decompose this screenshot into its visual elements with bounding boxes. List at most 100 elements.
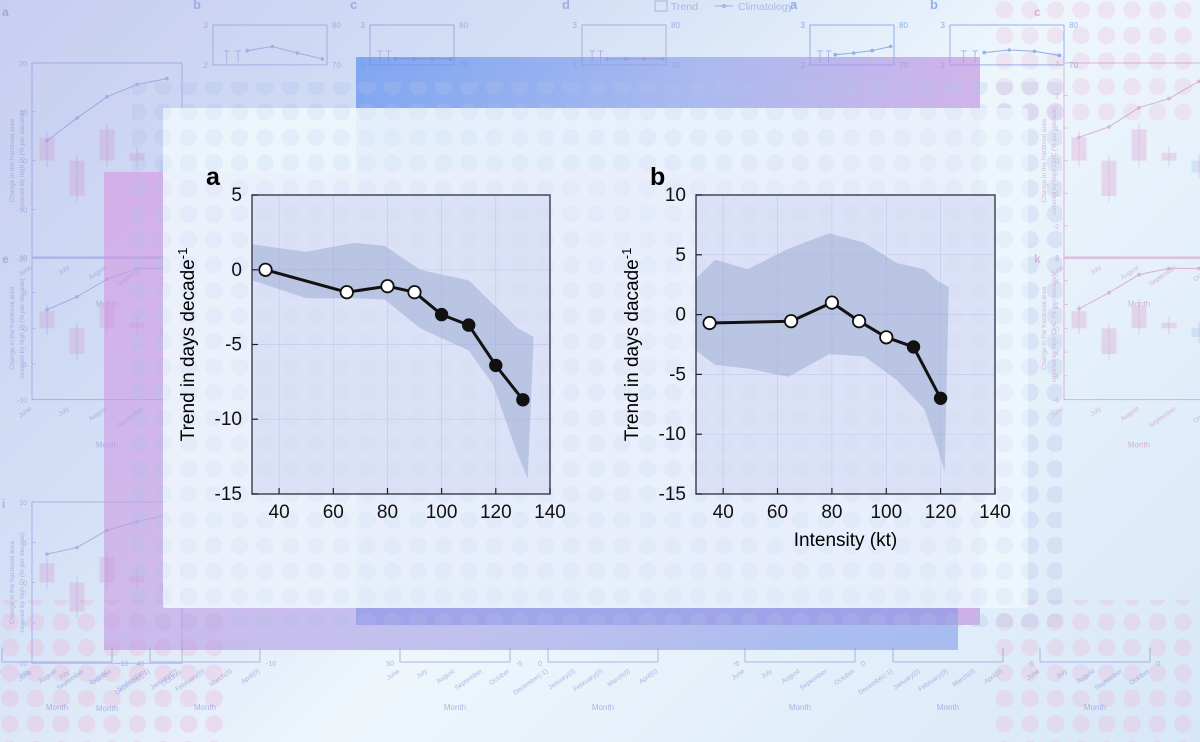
svg-text:i: i (2, 497, 5, 511)
svg-text:Change in the fractional area: Change in the fractional area (9, 119, 16, 203)
svg-text:August: August (1120, 264, 1141, 281)
svg-text:3: 3 (941, 21, 946, 30)
svg-text:covered by high PI (% per deca: covered by high PI (% per decade) (19, 111, 26, 211)
svg-text:August: August (1120, 405, 1141, 422)
svg-text:June: June (18, 405, 34, 419)
svg-text:0: 0 (231, 260, 242, 281)
svg-text:120: 120 (480, 502, 512, 523)
svg-text:70: 70 (1069, 61, 1078, 70)
svg-text:-10: -10 (215, 409, 242, 430)
svg-text:October: October (488, 667, 512, 686)
svg-text:40: 40 (136, 661, 144, 668)
svg-text:100: 100 (426, 502, 458, 523)
svg-text:-6: -6 (733, 661, 739, 668)
svg-text:Climatology: Climatology (738, 1, 794, 13)
svg-text:3: 3 (1055, 61, 1059, 68)
svg-text:0: 0 (861, 661, 865, 668)
svg-text:b: b (650, 163, 665, 191)
svg-text:80: 80 (671, 21, 680, 30)
svg-text:Change in the fractional area: Change in the fractional area (9, 286, 16, 370)
svg-text:September: September (454, 667, 485, 691)
svg-text:Change in the fractional area: Change in the fractional area (9, 540, 16, 624)
svg-text:September: September (799, 667, 830, 691)
svg-text:June: June (18, 264, 34, 278)
svg-text:-15: -15 (215, 484, 242, 505)
svg-text:e: e (2, 252, 9, 266)
svg-text:c: c (1034, 5, 1041, 19)
svg-text:August: August (781, 668, 802, 685)
svg-text:March(0): March(0) (951, 668, 976, 689)
svg-text:20: 20 (19, 61, 27, 68)
svg-text:10: 10 (665, 185, 686, 206)
svg-text:60: 60 (323, 502, 344, 523)
svg-text:-10: -10 (118, 661, 128, 668)
svg-text:April(0): April(0) (638, 668, 659, 686)
svg-text:40: 40 (269, 502, 290, 523)
svg-text:October: October (833, 667, 857, 686)
svg-text:Month: Month (194, 703, 216, 712)
svg-text:-10: -10 (266, 661, 276, 668)
svg-text:10: 10 (19, 255, 27, 262)
svg-text:August: August (436, 668, 457, 685)
svg-text:Month: Month (1084, 703, 1106, 712)
svg-text:70: 70 (332, 61, 341, 70)
svg-text:Month: Month (46, 703, 68, 712)
svg-text:Month: Month (1128, 441, 1150, 450)
svg-text:July: July (1089, 264, 1103, 277)
svg-text:3: 3 (801, 21, 806, 30)
svg-text:d: d (562, 0, 570, 12)
svg-text:0: 0 (675, 305, 686, 326)
svg-text:June: June (386, 668, 402, 682)
svg-text:Month: Month (789, 703, 811, 712)
svg-text:3: 3 (361, 21, 366, 30)
svg-text:80: 80 (332, 21, 341, 30)
svg-text:80: 80 (459, 21, 468, 30)
svg-text:c: c (350, 0, 357, 12)
svg-text:Trend: Trend (671, 1, 698, 13)
svg-text:April(0): April(0) (240, 668, 261, 686)
svg-text:Month: Month (96, 704, 118, 713)
svg-text:80: 80 (899, 21, 908, 30)
svg-text:February(0): February(0) (917, 668, 949, 693)
svg-text:b: b (930, 0, 938, 12)
svg-text:June: June (731, 668, 747, 682)
svg-text:5: 5 (675, 245, 686, 266)
svg-text:120: 120 (925, 502, 957, 523)
svg-text:-10: -10 (17, 398, 27, 405)
svg-text:Intensity (kt): Intensity (kt) (794, 530, 897, 551)
svg-text:September: September (1148, 264, 1179, 288)
svg-text:July: July (760, 667, 774, 680)
svg-text:October: October (1192, 405, 1200, 424)
svg-text:July: July (1089, 405, 1103, 418)
svg-text:5: 5 (231, 185, 242, 206)
svg-text:July: July (57, 264, 71, 277)
svg-text:-5: -5 (516, 661, 522, 668)
svg-text:-10: -10 (659, 424, 686, 445)
svg-text:-5: -5 (225, 335, 242, 356)
svg-text:-5: -5 (669, 364, 686, 385)
svg-text:a: a (790, 0, 798, 12)
svg-text:December(-1): December(-1) (857, 668, 894, 697)
svg-text:September: September (1148, 405, 1179, 429)
svg-text:3: 3 (204, 21, 209, 30)
svg-text:Trend in days decade-1: Trend in days decade-1 (175, 248, 199, 442)
svg-text:80: 80 (1069, 21, 1078, 30)
svg-text:80: 80 (377, 502, 398, 523)
svg-text:March(0): March(0) (606, 668, 631, 689)
svg-text:0: 0 (1156, 661, 1160, 668)
svg-text:July: July (415, 667, 429, 680)
svg-text:50: 50 (386, 661, 394, 668)
svg-text:140: 140 (534, 502, 566, 523)
svg-text:80: 80 (821, 502, 842, 523)
svg-text:140: 140 (979, 502, 1011, 523)
svg-text:60: 60 (767, 502, 788, 523)
svg-text:3: 3 (573, 21, 578, 30)
svg-text:covered by high PI (% per deca: covered by high PI (% per decade) (19, 278, 26, 378)
svg-text:a: a (206, 163, 221, 191)
svg-text:February(0): February(0) (572, 668, 604, 693)
svg-text:-15: -15 (659, 484, 686, 505)
svg-text:Month: Month (444, 703, 466, 712)
svg-text:July: July (57, 405, 71, 418)
svg-text:-6: -6 (1028, 661, 1034, 668)
svg-text:10: 10 (19, 500, 27, 507)
